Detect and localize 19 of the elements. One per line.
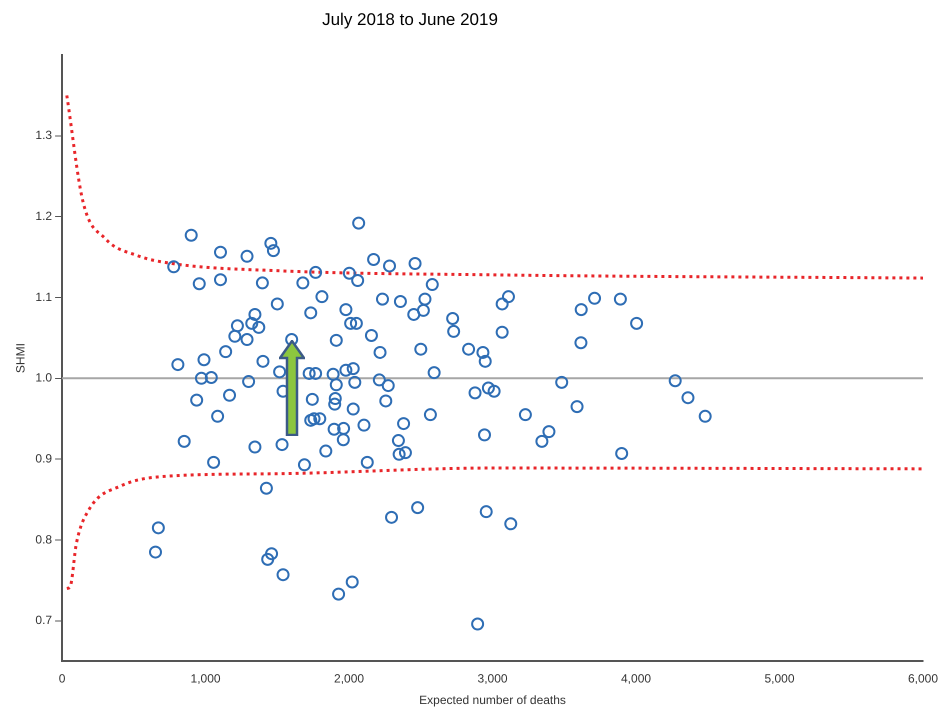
x-tick-label: 5,000 xyxy=(764,672,795,686)
x-tick-label: 1,000 xyxy=(190,672,221,686)
y-tick-label: 0.9 xyxy=(35,451,52,466)
x-axis-title: Expected number of deaths xyxy=(419,693,566,708)
line-series xyxy=(65,94,923,280)
line-series xyxy=(65,466,923,590)
y-axis-title: SHMI xyxy=(14,343,28,374)
x-tick-label: 3,000 xyxy=(478,672,508,686)
chart-title: July 2018 to June 2019 xyxy=(321,10,499,30)
y-tick-label: 1.0 xyxy=(35,370,52,385)
y-tick-label: 1.3 xyxy=(35,128,52,142)
x-tick-label: 2,000 xyxy=(334,672,364,686)
y-tick-label: 0.8 xyxy=(35,532,52,546)
x-tick-label: 6,000 xyxy=(908,672,938,686)
y-tick-label: 1.1 xyxy=(35,290,52,304)
x-tick-label: 0 xyxy=(58,672,66,686)
y-tick-label: 0.7 xyxy=(35,613,52,628)
x-tick-label: 4,000 xyxy=(621,672,652,686)
y-tick-label: 1.2 xyxy=(35,208,52,223)
